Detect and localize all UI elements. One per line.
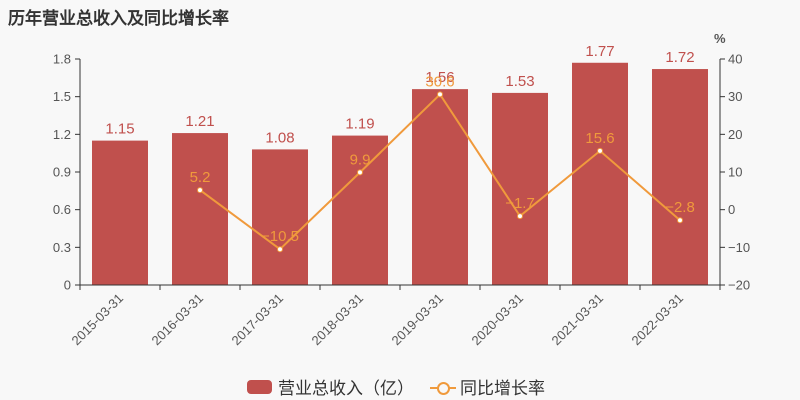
growth-value-label: −10.5 — [261, 228, 299, 245]
growth-value-label: 9.9 — [350, 151, 371, 168]
x-tick-label: 2019-03-31 — [388, 291, 446, 349]
bar-value-label: 1.15 — [105, 121, 134, 138]
growth-value-label: −1.7 — [505, 195, 535, 212]
chart-title: 历年营业总收入及同比增长率 — [8, 9, 229, 29]
right-tick-label: 30 — [728, 89, 742, 104]
left-tick-label: 0 — [64, 278, 71, 293]
right-tick-label: 20 — [728, 127, 742, 142]
bar-value-label: 1.56 — [425, 69, 454, 86]
bar-value-label: 1.08 — [265, 129, 294, 146]
x-tick-label: 2020-03-31 — [468, 291, 526, 349]
bar[interactable] — [332, 135, 388, 285]
right-tick-label: −20 — [728, 278, 750, 293]
legend-line-label[interactable]: 同比增长率 — [460, 379, 545, 399]
left-tick-label: 1.8 — [53, 52, 71, 67]
growth-value-label: 5.2 — [190, 169, 211, 186]
left-tick-label: 0.9 — [53, 165, 71, 180]
growth-point[interactable] — [437, 91, 443, 98]
right-axis-unit: % — [714, 31, 726, 46]
growth-point[interactable] — [197, 187, 203, 194]
bar[interactable] — [652, 69, 708, 286]
x-tick-label: 2022-03-31 — [628, 291, 686, 349]
x-tick-label: 2016-03-31 — [148, 291, 206, 349]
right-tick-label: 10 — [728, 165, 742, 180]
bar[interactable] — [412, 89, 468, 285]
left-tick-label: 0.3 — [53, 240, 71, 255]
right-tick-label: 0 — [728, 202, 735, 217]
x-tick-label: 2015-03-31 — [68, 291, 126, 349]
growth-point[interactable] — [597, 147, 603, 154]
bar-value-label: 1.77 — [585, 43, 614, 60]
growth-value-label: −2.8 — [665, 199, 695, 216]
growth-point[interactable] — [277, 246, 283, 253]
growth-value-label: 15.6 — [585, 130, 614, 147]
legend-bar-swatch[interactable] — [247, 379, 272, 394]
x-tick-label: 2021-03-31 — [548, 291, 606, 349]
left-tick-label: 1.2 — [53, 127, 71, 142]
bar-value-label: 1.19 — [345, 116, 374, 133]
right-tick-label: 40 — [728, 52, 742, 67]
growth-value-label: 30.6 — [425, 73, 454, 90]
bar-value-label: 1.72 — [665, 49, 694, 66]
growth-point[interactable] — [677, 217, 683, 224]
bar[interactable] — [572, 62, 628, 286]
right-tick-label: −10 — [728, 240, 750, 255]
growth-point[interactable] — [357, 169, 363, 176]
bar[interactable] — [172, 133, 228, 285]
growth-point[interactable] — [517, 213, 523, 220]
legend-bar-label[interactable]: 营业总收入（亿） — [278, 379, 414, 399]
bar[interactable] — [492, 92, 548, 286]
bar-value-label: 1.21 — [185, 113, 214, 130]
legend: 营业总收入（亿） 同比增长率 — [247, 374, 545, 399]
bar[interactable] — [252, 149, 308, 285]
x-tick-label: 2018-03-31 — [308, 291, 366, 349]
legend-line-icon[interactable] — [430, 380, 456, 395]
left-tick-label: 1.5 — [53, 89, 71, 104]
left-tick-label: 0.6 — [53, 202, 71, 217]
x-tick-label: 2017-03-31 — [228, 291, 286, 349]
bar[interactable] — [92, 140, 148, 285]
bar-value-label: 1.53 — [505, 73, 534, 90]
